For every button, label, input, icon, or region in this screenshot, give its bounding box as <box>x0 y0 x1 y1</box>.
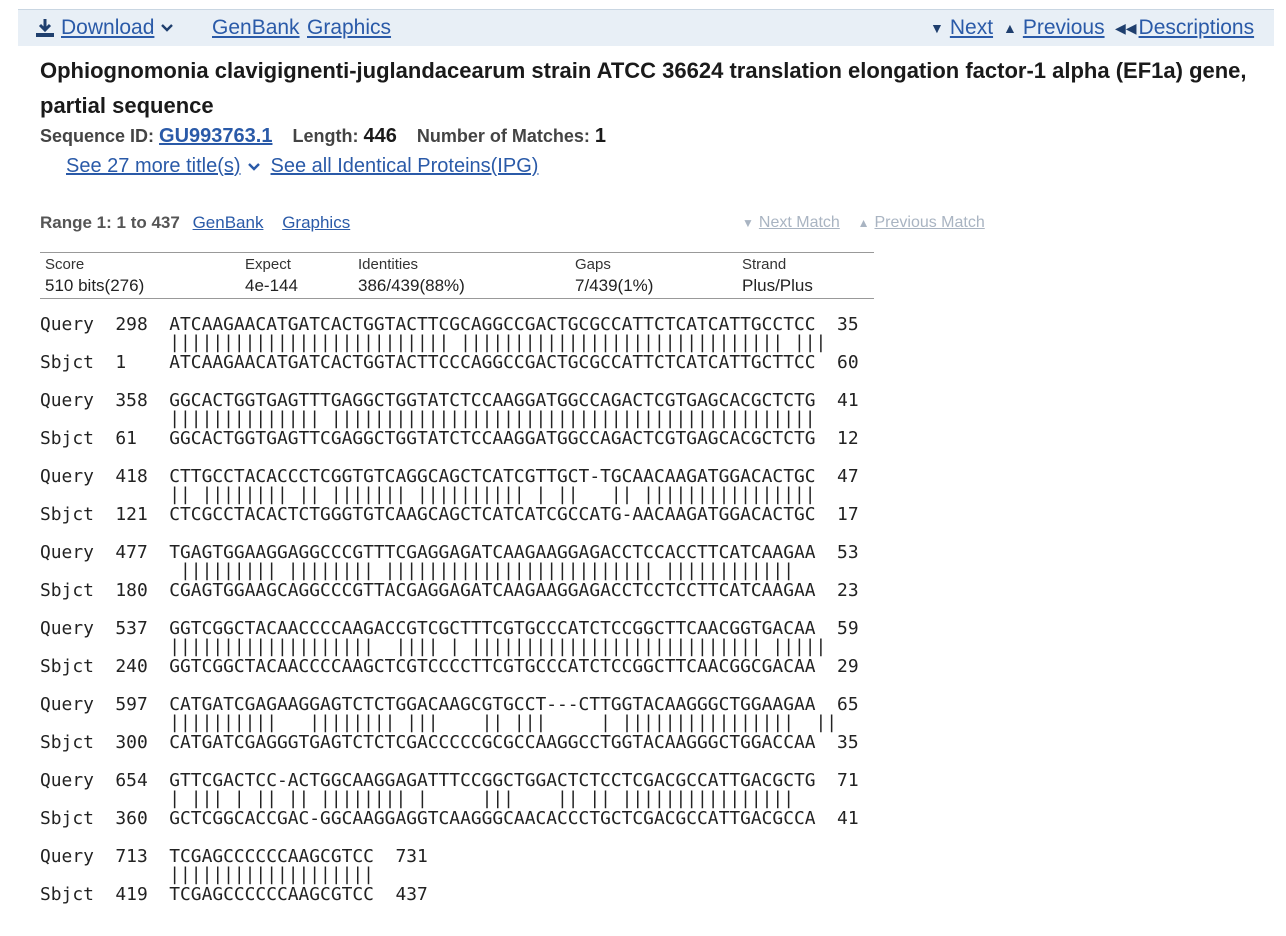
next-match-link[interactable]: Next Match <box>758 214 840 231</box>
query-line: Query 418 CTTGCCTACACCCTCGGTGTCAGGCAGCTC… <box>40 466 859 487</box>
previous-label[interactable]: Previous <box>1022 16 1105 39</box>
strand-header: Strand <box>742 256 787 273</box>
strand-column: Strand Plus/Plus <box>742 255 813 297</box>
chevron-down-icon[interactable] <box>247 160 261 174</box>
triangle-down-icon: ▼ <box>742 216 754 230</box>
more-titles-row: See 27 more title(s) See all Identical P… <box>66 155 538 178</box>
score-column: Score 510 bits(276) <box>45 255 144 297</box>
expect-header: Expect <box>245 256 291 273</box>
score-value: 510 bits(276) <box>45 276 145 295</box>
score-table: Score 510 bits(276) Expect 4e-144 Identi… <box>40 252 874 299</box>
sbjct-line: Sbjct 1 ATCAAGAACATGATCACTGGTACTTCCCAGGC… <box>40 352 859 373</box>
match-line: ||||||||||||||||||| <box>40 864 374 885</box>
match-line: |||||||||||||| |||||||||||||||||||||||||… <box>40 408 816 429</box>
gaps-header: Gaps <box>575 256 611 273</box>
match-line: || |||||||| || ||||||| |||||||||| | || |… <box>40 484 816 505</box>
match-line: |||||||||||||||||||||||||| |||||||||||||… <box>40 332 827 353</box>
match-line: |||||||||| |||||||| ||| || ||| | |||||||… <box>40 712 838 733</box>
next-button[interactable]: ▼ Next <box>930 16 993 40</box>
match-line: ||||||||||||||||||| |||| | |||||||||||||… <box>40 636 827 657</box>
sequence-info: Sequence ID: GU993763.1 Length: 446 Numb… <box>40 125 606 148</box>
see-more-titles-link[interactable]: See 27 more title(s) <box>66 155 241 177</box>
previous-match-link[interactable]: Previous Match <box>874 214 985 231</box>
triangle-down-icon: ▼ <box>930 20 944 36</box>
descriptions-label[interactable]: Descriptions <box>1138 16 1255 39</box>
query-line: Query 298 ATCAAGAACATGATCACTGGTACTTCGCAG… <box>40 314 859 335</box>
sequence-id-link[interactable]: GU993763.1 <box>159 125 273 147</box>
genbank-link[interactable]: GenBank <box>212 16 300 39</box>
gaps-value: 7/439(1%) <box>575 276 654 295</box>
graphics-link[interactable]: Graphics <box>307 16 392 39</box>
score-header: Score <box>45 256 85 273</box>
sbjct-line: Sbjct 61 GGCACTGGTGAGTTCGAGGCTGGTATCTCCA… <box>40 428 859 449</box>
query-line: Query 654 GTTCGACTCC-ACTGGCAAGGAGATTTCCG… <box>40 770 859 791</box>
identical-proteins-link[interactable]: See all Identical Proteins(IPG) <box>270 155 539 177</box>
sbjct-line: Sbjct 300 CATGATCGAGGGTGAGTCTCTCGACCCCCG… <box>40 732 859 753</box>
descriptions-button[interactable]: ◀◀ Descriptions <box>1115 16 1254 40</box>
query-line: Query 477 TGAGTGGAAGGAGGCCCGTTTCGAGGAGAT… <box>40 542 859 563</box>
sbjct-line: Sbjct 240 GGTCGGCTACAACCCCAAGCTCGTCCCCTT… <box>40 656 859 677</box>
strand-value: Plus/Plus <box>742 276 813 295</box>
matches-value: 1 <box>594 125 607 147</box>
download-label[interactable]: Download <box>61 16 155 39</box>
download-menu[interactable]: Download <box>34 16 174 40</box>
sequence-id-label: Sequence ID: <box>40 126 155 146</box>
range-label: Range 1: 1 to 437 <box>40 213 180 232</box>
page-title: Ophiognomonia clavigignenti-juglandacear… <box>40 58 1247 118</box>
match-navigation: ▼ Next Match ▲ Previous Match <box>742 214 985 232</box>
query-line: Query 597 CATGATCGAGAAGGAGTCTCTGGACAAGCG… <box>40 694 859 715</box>
previous-button[interactable]: ▲ Previous <box>1003 16 1105 40</box>
query-line: Query 713 TCGAGCCCCCCAAGCGTCC 731 <box>40 846 428 867</box>
sbjct-line: Sbjct 419 TCGAGCCCCCCAAGCGTCC 437 <box>40 884 428 905</box>
chevron-down-icon[interactable] <box>160 21 174 35</box>
identities-value: 386/439(88%) <box>358 276 465 295</box>
sbjct-line: Sbjct 121 CTCGCCTACACTCTGGGTGTCAAGCAGCTC… <box>40 504 859 525</box>
query-line: Query 358 GGCACTGGTGAGTTTGAGGCTGGTATCTCC… <box>40 390 859 411</box>
top-toolbar: Download GenBank Graphics ▼ Next ▲ Previ… <box>18 9 1274 46</box>
match-line: ||||||||| |||||||| |||||||||||||||||||||… <box>40 560 794 581</box>
matches-label: Number of Matches: <box>416 126 590 146</box>
length-label: Length: <box>292 126 359 146</box>
triangle-up-icon: ▲ <box>857 216 870 230</box>
back-arrow-icon: ◀◀ <box>1115 20 1137 36</box>
identities-column: Identities 386/439(88%) <box>358 255 465 297</box>
query-line: Query 537 GGTCGGCTACAACCCCAAGACCGTCGCTTT… <box>40 618 859 639</box>
expect-value: 4e-144 <box>245 276 298 295</box>
sbjct-line: Sbjct 180 CGAGTGGAAGCAGGCCCGTTACGAGGAGAT… <box>40 580 859 601</box>
identities-header: Identities <box>358 256 419 273</box>
range-graphics-link[interactable]: Graphics <box>282 213 351 232</box>
range-genbank-link[interactable]: GenBank <box>192 213 264 232</box>
expect-column: Expect 4e-144 <box>245 255 298 297</box>
next-label[interactable]: Next <box>949 16 994 39</box>
download-icon <box>36 19 54 37</box>
sbjct-line: Sbjct 360 GCTCGGCACCGAC-GGCAAGGAGGTCAAGG… <box>40 808 859 829</box>
triangle-up-icon: ▲ <box>1003 20 1017 36</box>
gaps-column: Gaps 7/439(1%) <box>575 255 653 297</box>
match-line: | ||| | || || |||||||| | ||| || || |||||… <box>40 788 794 809</box>
range-header: Range 1: 1 to 437 GenBank Graphics <box>40 213 364 233</box>
length-value: 446 <box>363 125 397 147</box>
